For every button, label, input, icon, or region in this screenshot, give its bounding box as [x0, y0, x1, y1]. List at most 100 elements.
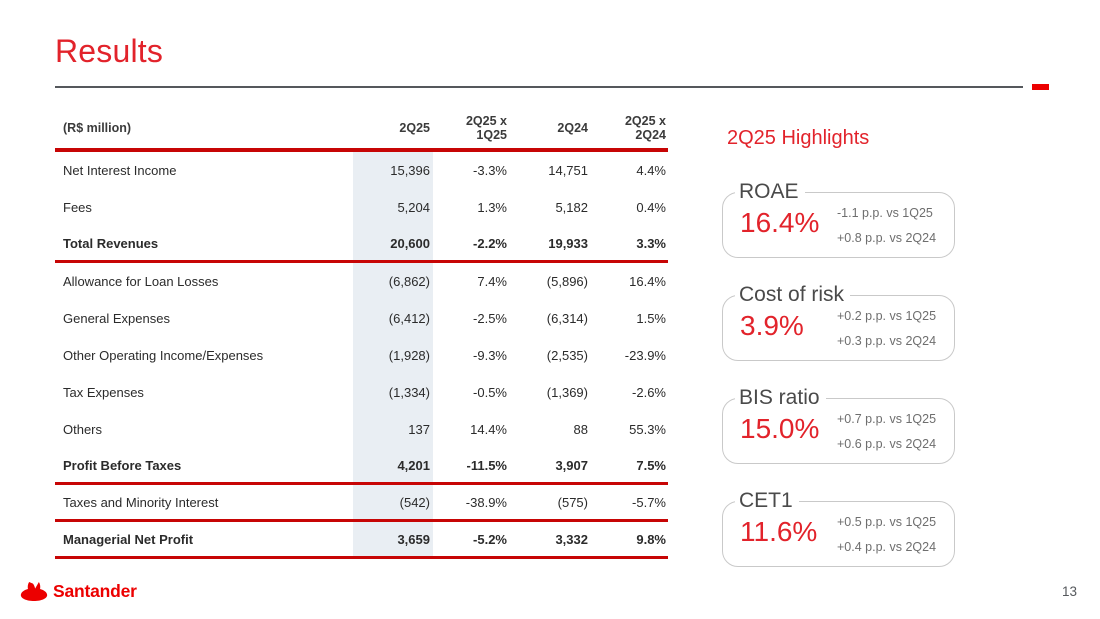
- row-value: 3,907: [555, 457, 588, 473]
- highlight-card-cet1: CET1 11.6% +0.5 p.p. vs 1Q25 +0.4 p.p. vs 2…: [722, 488, 955, 567]
- red-dash-accent: [1032, 84, 1049, 90]
- table-body: Net Interest Income 15,396 -3.3% 14,751 4.4%…: [55, 152, 668, 559]
- card-value: 15.0%: [740, 413, 820, 444]
- table-row: Tax Expenses (1,334) -0.5% (1,369) -2.6%: [55, 374, 668, 411]
- row-value: 14.4%: [470, 422, 507, 437]
- row-value: -38.9%: [465, 494, 507, 510]
- card-delta-line: +0.4 p.p. vs 2Q24: [837, 540, 937, 554]
- card-label: BIS ratio: [735, 385, 826, 411]
- card-deltas: +0.7 p.p. vs 1Q25 +0.6 p.p. vs 2Q24: [837, 407, 936, 457]
- row-value: (6,412): [353, 300, 433, 337]
- santander-logo: Santander: [20, 581, 137, 602]
- table-row: Others 137 14.4% 88 55.3%: [55, 411, 668, 448]
- row-value: 3.3%: [636, 235, 666, 251]
- row-value: -2.2%: [473, 235, 507, 251]
- row-value: 3,659: [353, 522, 433, 556]
- row-label: Tax Expenses: [63, 385, 144, 400]
- card-deltas: -1.1 p.p. vs 1Q25 +0.8 p.p. vs 2Q24: [837, 201, 936, 251]
- row-value: 88: [573, 422, 588, 437]
- table-row: Total Revenues 20,600 -2.2% 19,933 3.3%: [55, 226, 668, 263]
- highlight-card-roae: ROAE 16.4% -1.1 p.p. vs 1Q25 +0.8 p.p. vs 2…: [722, 179, 955, 258]
- card-delta-line: +0.6 p.p. vs 2Q24: [837, 437, 937, 451]
- card-deltas: +0.5 p.p. vs 1Q25 +0.4 p.p. vs 2Q24: [837, 510, 936, 560]
- card-label: CET1: [735, 488, 799, 514]
- row-value: 4,201: [353, 448, 433, 482]
- row-value: (6,862): [353, 263, 433, 300]
- table-row: Taxes and Minority Interest (542) -38.9% (5…: [55, 485, 668, 522]
- highlights-cards: ROAE 16.4% -1.1 p.p. vs 1Q25 +0.8 p.p. vs 2…: [722, 179, 955, 604]
- page-title: Results: [55, 33, 164, 69]
- row-value: 19,933: [548, 235, 588, 251]
- row-value: 137: [353, 411, 433, 448]
- row-value: 0.4%: [636, 200, 666, 215]
- table-row: Net Interest Income 15,396 -3.3% 14,751 4.4%: [55, 152, 668, 189]
- row-value: 16.4%: [629, 274, 666, 289]
- row-value: (5,896): [546, 274, 588, 289]
- column-header-2: 2Q25 x 1Q25: [465, 114, 507, 142]
- table-header-rule: [55, 148, 668, 152]
- row-value: (1,928): [353, 337, 433, 374]
- card-delta-line: -1.1 p.p. vs 1Q25: [837, 206, 933, 220]
- title-divider: [55, 86, 1023, 88]
- card-value: 3.9%: [740, 310, 804, 341]
- table-row: Other Operating Income/Expenses (1,928) -9…: [55, 337, 668, 374]
- column-header-1: 2Q25: [399, 121, 430, 135]
- column-header-4: 2Q25 x 2Q24: [624, 114, 666, 142]
- row-value: (1,369): [546, 385, 588, 400]
- row-label: General Expenses: [63, 311, 170, 326]
- row-value: -11.5%: [466, 457, 507, 473]
- santander-flame-icon: [20, 582, 48, 601]
- row-value: 1.3%: [477, 200, 507, 215]
- table-row: General Expenses (6,412) -2.5% (6,314) 1.5%: [55, 300, 668, 337]
- row-value: -5.7%: [632, 494, 666, 510]
- card-label: ROAE: [735, 179, 805, 205]
- row-value: 9.8%: [636, 531, 666, 547]
- row-value: 7.5%: [636, 457, 666, 473]
- table-row: Profit Before Taxes 4,201 -11.5% 3,907 7.5%: [55, 448, 668, 485]
- card-delta-line: +0.3 p.p. vs 2Q24: [837, 334, 937, 348]
- row-value: 55.3%: [629, 422, 666, 437]
- row-value: 14,751: [548, 163, 588, 178]
- row-label: Fees: [63, 200, 92, 215]
- row-value: (1,334): [353, 374, 433, 411]
- row-label: Total Revenues: [63, 235, 159, 251]
- row-label: Net Interest Income: [63, 163, 177, 178]
- card-delta-line: +0.7 p.p. vs 1Q25: [837, 412, 937, 426]
- row-value: 7.4%: [477, 274, 507, 289]
- highlight-card-cost-of-risk: Cost of risk 3.9% +0.2 p.p. vs 1Q25 +0.3 p.…: [722, 282, 955, 361]
- card-deltas: +0.2 p.p. vs 1Q25 +0.3 p.p. vs 2Q24: [837, 304, 936, 354]
- row-value: -23.9%: [624, 348, 666, 363]
- table-row: Fees 5,204 1.3% 5,182 0.4%: [55, 189, 668, 226]
- row-label: Profit Before Taxes: [63, 457, 182, 473]
- card-delta-line: +0.2 p.p. vs 1Q25: [837, 309, 937, 323]
- table-unit-label: (R$ million): [63, 121, 132, 135]
- row-label: Taxes and Minority Interest: [63, 494, 219, 510]
- row-value: (2,535): [546, 348, 588, 363]
- table-row: Allowance for Loan Losses (6,862) 7.4% (5,8…: [55, 263, 668, 300]
- card-label: Cost of risk: [735, 282, 851, 308]
- row-label: Others: [63, 422, 103, 437]
- row-label: Managerial Net Profit: [63, 531, 194, 547]
- row-value: (575): [557, 494, 588, 510]
- card-delta-line: +0.8 p.p. vs 2Q24: [837, 231, 937, 245]
- row-value: 15,396: [353, 152, 433, 189]
- row-value: 3,332: [555, 531, 588, 547]
- row-value: -9.3%: [473, 348, 507, 363]
- column-header-3: 2Q24: [557, 121, 588, 135]
- row-label: Allowance for Loan Losses: [63, 274, 219, 289]
- santander-logo-text: Santander: [53, 581, 137, 601]
- row-value: 5,182: [555, 200, 588, 215]
- table-header-row: (R$ million) 2Q25 2Q25 x 1Q25 2Q24 2Q25 x 2…: [55, 108, 668, 148]
- row-value: (6,314): [546, 311, 588, 326]
- row-value: 20,600: [353, 226, 433, 260]
- row-value: -0.5%: [473, 385, 507, 400]
- row-value: -2.6%: [632, 385, 666, 400]
- row-label: Other Operating Income/Expenses: [63, 348, 264, 363]
- row-value: -5.2%: [473, 531, 507, 547]
- row-value: -3.3%: [473, 163, 507, 178]
- table-row: Managerial Net Profit 3,659 -5.2% 3,332 9.8%: [55, 522, 668, 559]
- row-value: 1.5%: [636, 311, 666, 326]
- page-number: 13: [1062, 584, 1078, 599]
- row-value: (542): [353, 485, 433, 519]
